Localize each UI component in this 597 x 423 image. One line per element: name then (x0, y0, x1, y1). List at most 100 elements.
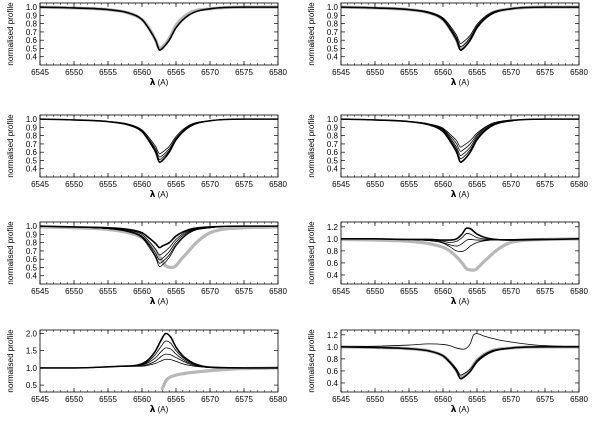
x-tick-label: 6550 (366, 180, 384, 189)
x-axis-label: λ (A) (451, 190, 470, 200)
series-group (40, 332, 278, 391)
x-tick-label: 6545 (31, 180, 49, 189)
y-tick-label: 0.7 (26, 247, 38, 256)
y-tick-label: 0.7 (26, 140, 38, 149)
x-tick-label: 6575 (536, 68, 554, 77)
y-tick-label: 0.7 (327, 28, 339, 37)
x-tick-label: 6560 (434, 395, 452, 404)
x-tick-label: 6570 (502, 68, 520, 77)
x-tick-label: 6575 (235, 395, 253, 404)
model-profile-line-3 (341, 333, 579, 350)
y-tick-label: 0.7 (327, 140, 339, 149)
x-tick-label: 6580 (269, 180, 287, 189)
series-group (341, 227, 579, 272)
x-tick-label: 6570 (201, 287, 219, 296)
x-tick-label: 6565 (167, 395, 185, 404)
model-profile-line-4 (341, 238, 579, 252)
x-tick-label: 6570 (201, 395, 219, 404)
y-tick-label: 0.9 (26, 230, 38, 239)
x-tick-label: 6550 (366, 395, 384, 404)
x-axis-label: λ (A) (451, 297, 470, 307)
x-tick-label: 6560 (133, 180, 151, 189)
x-axis-label: λ (A) (150, 78, 169, 88)
x-tick-label: 6580 (570, 287, 588, 296)
x-tick-label: 6560 (133, 395, 151, 404)
x-tick-label: 6575 (235, 180, 253, 189)
y-tick-label: 0.4 (327, 53, 339, 62)
y-tick-label: 0.6 (26, 148, 38, 157)
y-tick-label: 0.4 (26, 165, 38, 174)
plot-frame (340, 221, 580, 285)
model-profile-line-5 (40, 358, 278, 369)
plot-frame (39, 114, 279, 178)
series-group (40, 118, 278, 163)
x-tick-label: 6570 (502, 180, 520, 189)
model-profile-line-2 (341, 118, 579, 160)
model-profile-line-3 (341, 118, 579, 156)
x-tick-label: 6565 (167, 287, 185, 296)
x-tick-label: 6555 (99, 395, 117, 404)
x-tick-label: 6570 (502, 287, 520, 296)
x-axis-label: λ (A) (150, 190, 169, 200)
y-tick-label: 1.0 (26, 364, 38, 373)
y-tick-label: 0.4 (26, 272, 38, 281)
x-tick-label: 6575 (536, 287, 554, 296)
y-tick-label: 0.9 (26, 11, 38, 20)
x-tick-label: 6550 (65, 287, 83, 296)
y-axis-label: normalised profile (6, 114, 15, 178)
x-tick-label: 6555 (400, 68, 418, 77)
model-profile-line-3 (341, 6, 579, 44)
x-tick-label: 6580 (269, 287, 287, 296)
y-tick-label: 0.5 (327, 44, 339, 53)
x-tick-label: 6580 (570, 68, 588, 77)
series-group (40, 225, 278, 270)
y-tick-label: 0.6 (327, 148, 339, 157)
model-profile-line-4 (40, 353, 278, 369)
chart-panel-4: 6545 6550 6555 6560 6565 6570 6575 65800.40.50.… (307, 114, 588, 200)
plot-frame (39, 2, 279, 66)
y-axis-label: normalised profile (6, 221, 15, 285)
y-tick-label: 0.8 (26, 132, 38, 141)
chart-panel-8: 6545 6550 6555 6560 6565 6570 6575 6580 0.4 0.6 0.… (307, 329, 588, 415)
y-tick-label: 0.6 (26, 255, 38, 264)
y-tick-label: 0.8 (327, 132, 339, 141)
model-profile-line-1 (341, 118, 579, 163)
model-profile-line-2 (341, 346, 579, 376)
x-tick-label: 6570 (502, 395, 520, 404)
y-tick-label: 0.6 (327, 367, 339, 376)
y-tick-label: 1.0 (26, 222, 38, 231)
x-tick-label: 6570 (201, 180, 219, 189)
x-tick-label: 6550 (366, 68, 384, 77)
y-tick-label: 1.0 (26, 3, 38, 12)
y-tick-label: 0.8 (327, 20, 339, 29)
x-tick-label: 6565 (468, 180, 486, 189)
x-tick-label: 6545 (332, 180, 350, 189)
chart-panel-7: 6545 6550 6555 6560 6565 6570 6575 6580 0.5 1.0 1.… (6, 329, 287, 415)
x-tick-label: 6565 (167, 68, 185, 77)
y-tick-label: 0.4 (26, 53, 38, 62)
chart-panel-1: 6545 6550 6555 6560 6565 6570 6575 65800.40.50.… (6, 2, 287, 88)
model-profile-line-1 (40, 332, 278, 369)
y-tick-label: 1.0 (327, 235, 339, 244)
model-profile-line-4 (40, 118, 278, 155)
y-tick-label: 0.6 (26, 36, 38, 45)
chart-panel-6: 6545 6550 6555 6560 6565 6570 6575 6580 0.4 0.6 0.… (307, 221, 588, 307)
y-tick-label: 0.6 (327, 36, 339, 45)
x-tick-label: 6545 (332, 68, 350, 77)
x-tick-label: 6555 (400, 180, 418, 189)
y-tick-label: 0.5 (26, 44, 38, 53)
y-tick-label: 0.7 (26, 28, 38, 37)
y-tick-label: 0.4 (327, 379, 339, 388)
series-group (341, 333, 579, 380)
chart-panel-5: 6545 6550 6555 6560 6565 6570 6575 65800.40.50.… (6, 221, 287, 307)
x-tick-label: 6545 (31, 287, 49, 296)
y-axis-label: normalised profile (307, 329, 316, 393)
model-profile-line-2 (40, 225, 278, 256)
y-axis-label: normalised profile (6, 329, 15, 393)
y-tick-label: 0.8 (327, 247, 339, 256)
x-tick-label: 6545 (31, 68, 49, 77)
x-tick-label: 6555 (400, 287, 418, 296)
model-profile-line-3 (40, 118, 278, 158)
x-tick-label: 6555 (99, 180, 117, 189)
